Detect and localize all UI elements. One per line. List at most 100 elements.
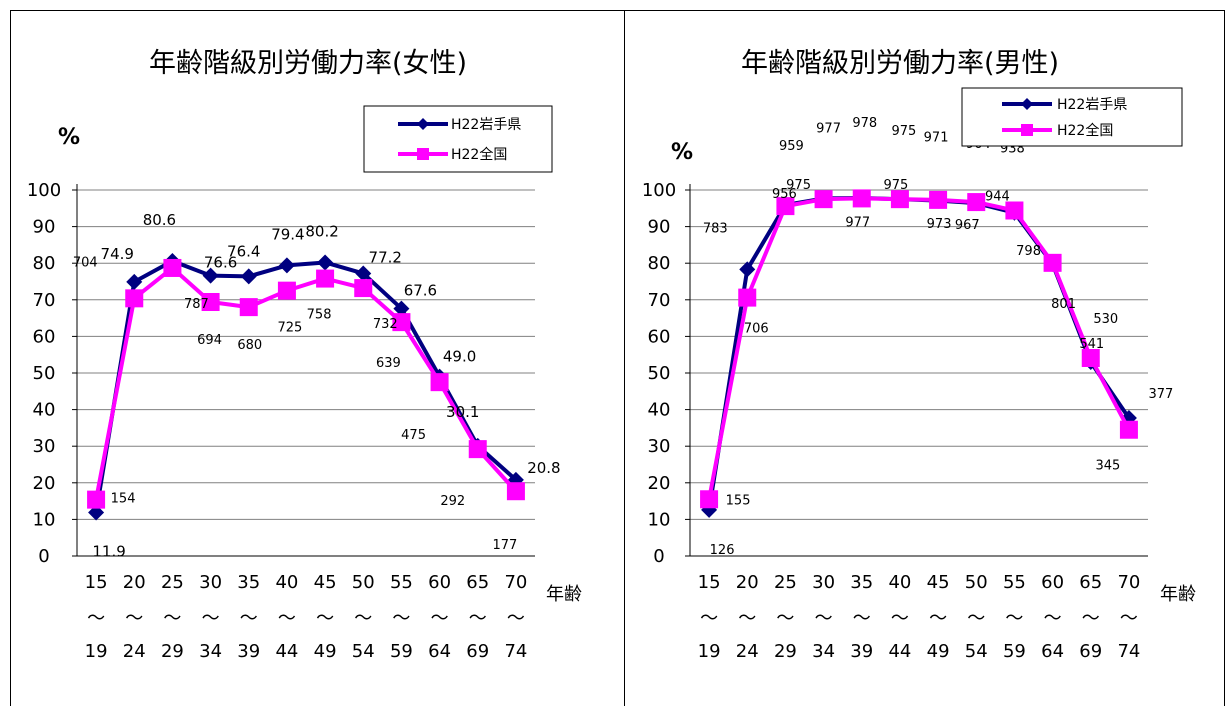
y-tick-label: 60 [648,326,671,347]
series-line [707,196,1131,511]
x-tick-label-tilde: ～ [163,608,181,629]
point-square [468,440,487,459]
point-square [738,288,757,307]
x-tick-label-end: 54 [352,641,375,662]
y-tick-label: 40 [33,400,56,421]
point-square [967,193,986,212]
x-tick-label-start: 35 [237,572,260,593]
x-tick-label-start: 15 [85,572,108,593]
data-label: 11.9 [92,542,125,560]
y-tick-label: 20 [33,473,56,494]
x-tick-label-start: 55 [1003,572,1026,593]
point-square [1081,348,1100,367]
data-label: 798 [1016,244,1041,259]
data-label: 978 [852,116,877,131]
legend: H22岩手県 H22全国 [961,87,1183,147]
x-tick-label-end: 39 [850,641,873,662]
x-tick-label-end: 19 [85,641,108,662]
x-tick-label-start: 70 [504,572,527,593]
x-tick-label-start: 40 [888,572,911,593]
x-tick-label-tilde: ～ [469,608,487,629]
x-tick-label-tilde: ～ [240,608,258,629]
y-tick-label: 50 [33,363,56,384]
x-tick-label-tilde: ～ [776,608,794,629]
x-axis-label: 年齢 [546,584,582,605]
data-label: 126 [710,543,735,558]
data-label: 20.8 [527,459,560,477]
panel-border-right [624,10,1225,706]
x-tick-label-start: 70 [1117,572,1140,593]
x-tick-label-start: 65 [466,572,489,593]
data-label: 725 [278,321,303,336]
point-square [814,190,833,209]
y-tick-label: 20 [648,473,671,494]
series-line [94,259,518,513]
legend-marker-iwate [1021,98,1033,110]
x-tick-label-tilde: ～ [392,608,410,629]
data-label: 967 [955,218,980,233]
y-tick-label: 0 [653,546,664,567]
data-label: 155 [726,493,751,508]
point-diamond [393,300,410,317]
x-tick-label-start: 25 [161,572,184,593]
x-tick-label-tilde: ～ [278,608,296,629]
data-label: 345 [1096,459,1121,474]
x-tick-label-tilde: ～ [891,608,909,629]
point-square [277,281,296,300]
point-square [316,269,335,288]
point-diamond [739,261,756,278]
male-labor-chart: 年齢階級別労働力率(男性) % 0 10 20 30 40 50 60 70 80 90 100 1… [642,48,1196,662]
data-label: 377 [1149,387,1174,402]
point-diamond [355,265,372,282]
point-square [87,490,106,509]
x-tick-label-end: 64 [428,641,451,662]
y-tick-label: 80 [648,253,671,274]
x-tick-label-tilde: ～ [87,608,105,629]
x-tick-label-end: 29 [774,641,797,662]
point-square [1043,253,1062,272]
point-diamond [240,268,257,285]
x-tick-label-start: 45 [314,572,337,593]
legend-box [363,105,553,173]
data-label: 77.2 [369,248,402,266]
x-tick-label-end: 64 [1041,641,1064,662]
x-tick-label-tilde: ～ [929,608,947,629]
x-tick-label-tilde: ～ [1044,608,1062,629]
x-tick-label-tilde: ～ [967,608,985,629]
x-tick-label-end: 69 [466,641,489,662]
legend-marker-national [1021,124,1033,136]
point-square [890,190,909,209]
y-tick-label: 80 [33,253,56,274]
x-tick-label-start: 25 [774,572,797,593]
data-label: 977 [845,215,870,230]
x-tick-label-end: 59 [390,641,413,662]
x-axis-label: 年齢 [1160,584,1196,605]
data-label: 973 [927,217,952,232]
series-lines [87,253,525,521]
x-tick-label-end: 74 [504,641,527,662]
data-label: 80.2 [305,222,338,240]
y-tick-label: 30 [33,436,56,457]
data-label: 177 [493,538,518,553]
data-label: 694 [197,333,222,348]
legend-label-iwate: H22岩手県 [1057,97,1127,113]
data-label: 732 [373,317,398,332]
y-tick-label: 90 [648,217,671,238]
series-lines [700,189,1138,518]
point-square [239,298,258,317]
chart-title: 年齢階級別労働力率(女性) [149,48,467,79]
y-tick-label: 100 [27,180,61,201]
x-tick-label-end: 44 [275,641,298,662]
x-tick-label-end: 74 [1117,641,1140,662]
x-tick-label-end: 29 [161,641,184,662]
point-square [430,373,449,392]
x-tick-label-start: 40 [275,572,298,593]
data-label: 80.6 [143,211,176,229]
point-square [1005,201,1024,220]
data-label: 530 [1093,312,1118,327]
x-tick-label-end: 69 [1079,641,1102,662]
legend-marker-iwate [417,118,429,130]
data-label: 975 [786,178,811,193]
x-tick-label-tilde: ～ [125,608,143,629]
